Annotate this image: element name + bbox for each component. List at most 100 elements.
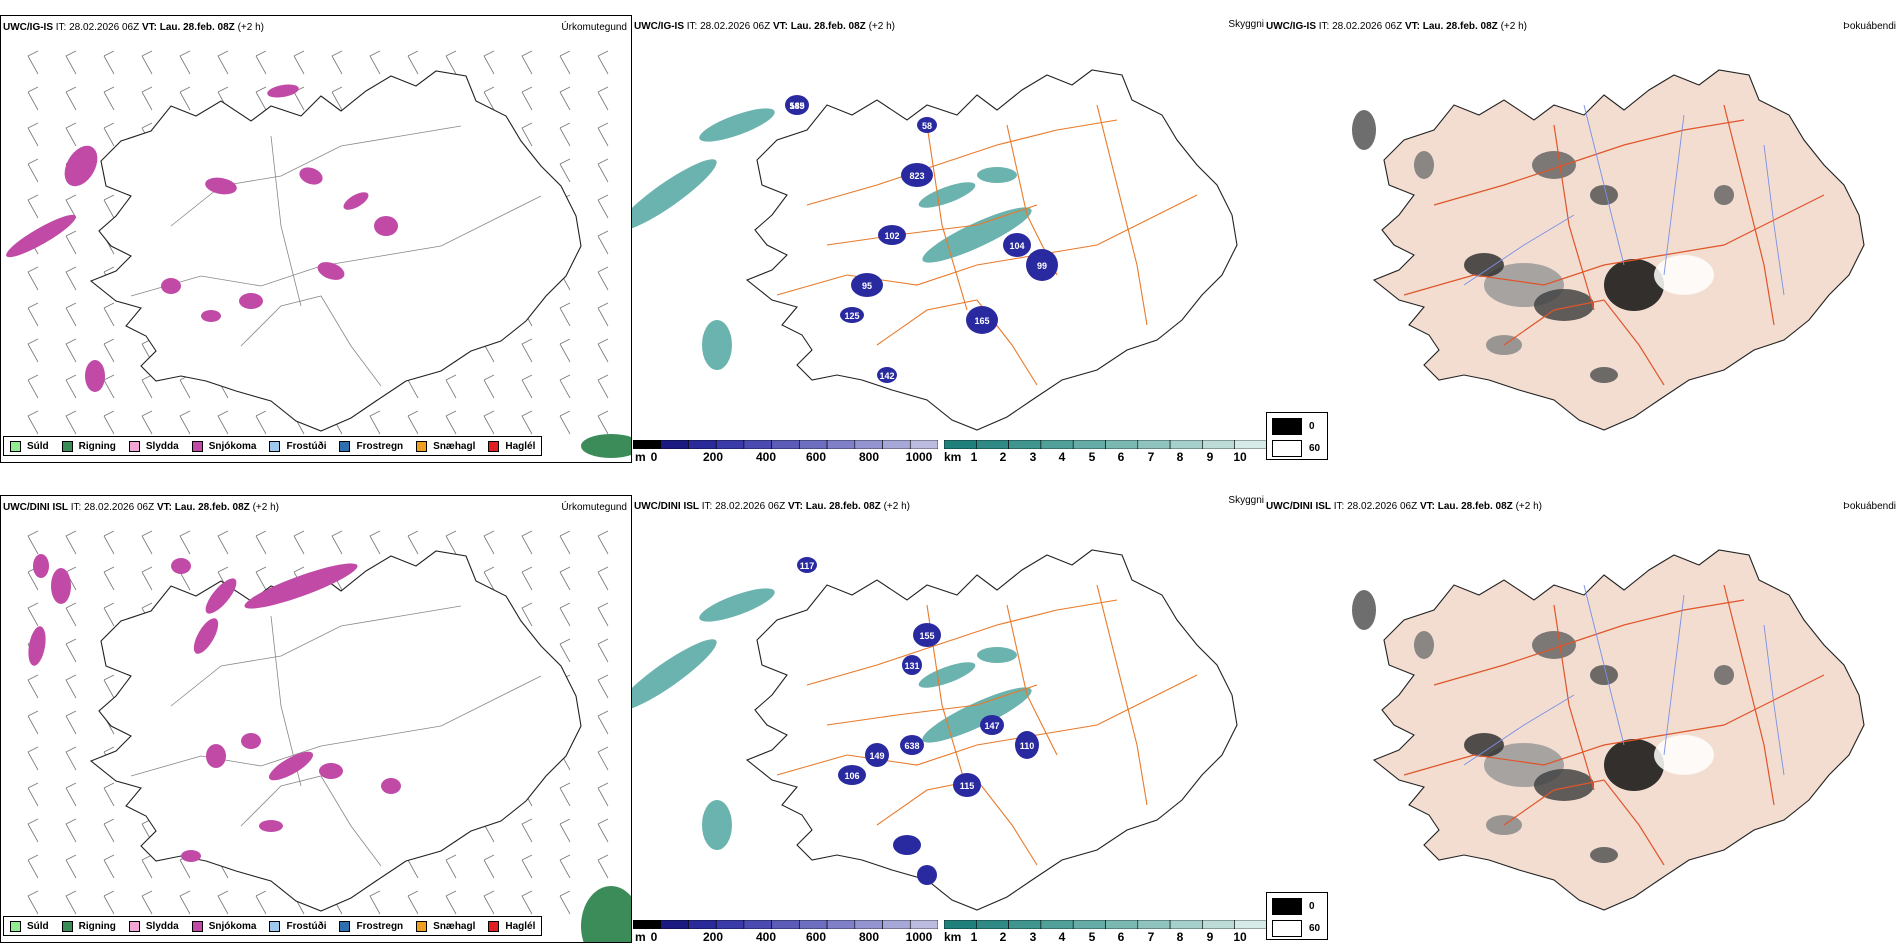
wind-barb <box>597 818 609 843</box>
fog-indicator-map-bottom: UWC/DINI ISL IT: 28.02.2026 06Z VT: Lau.… <box>1264 495 1900 943</box>
ceiling-colorbar: m 0 200 400 600 800 1000 <box>632 916 939 946</box>
legend-label: Frostúði <box>286 920 327 932</box>
wind-barb <box>597 782 609 807</box>
road <box>1723 584 1775 806</box>
wind-barb <box>141 566 153 591</box>
colorbar-swatch <box>882 919 911 930</box>
visibility-patch <box>918 182 976 208</box>
fog-patch <box>1532 151 1576 179</box>
colorbar-swatch <box>1040 919 1074 930</box>
visibility-colorbar: km 1 2 3 4 5 6 7 8 9 10 <box>943 916 1268 946</box>
wind-barb <box>179 410 191 435</box>
visibility-tick: 8 <box>1176 930 1184 944</box>
wind-barb <box>445 50 457 75</box>
low-cloud-patch <box>838 765 866 785</box>
low-cloud-patch <box>913 623 941 647</box>
coastline <box>89 550 582 912</box>
wind-barb <box>597 338 609 363</box>
cloud-visibility-map-top: 589 823 58 102 95 125 165 104 99 142 145 UWC/IG-IS… <box>632 15 1264 463</box>
wind-barb <box>27 710 39 735</box>
wind-barb <box>27 890 39 915</box>
wind-barb <box>103 338 115 363</box>
it-value: 28.02.2026 06Z <box>1347 501 1418 512</box>
ceiling-tick: 400 <box>755 930 777 944</box>
road <box>806 119 1118 206</box>
panel-title: Þokuábendi <box>1843 501 1896 512</box>
visibility-tick: 4 <box>1058 930 1066 944</box>
wind-barb <box>597 158 609 183</box>
legend-label: Súld <box>27 440 49 452</box>
ceiling-tick: 0 <box>650 930 658 944</box>
ceiling-label: 102 <box>884 231 899 241</box>
wind-barb <box>559 50 571 75</box>
road-network <box>1403 104 1825 386</box>
wind-barb <box>27 374 39 399</box>
wind-barb <box>445 530 457 555</box>
legend-swatch <box>416 920 428 932</box>
wind-barb <box>483 410 495 435</box>
low-cloud-patch <box>1003 233 1031 257</box>
fog-patch <box>1604 259 1664 311</box>
visibility-patch <box>632 639 717 711</box>
wind-barb <box>521 86 533 111</box>
snow-area <box>64 145 98 187</box>
ceiling-label: 147 <box>984 721 999 731</box>
wind-barb <box>331 530 343 555</box>
road <box>1403 194 1825 296</box>
wind-barb <box>27 266 39 291</box>
legend-label: Súld <box>27 920 49 932</box>
legend-swatch <box>269 920 281 932</box>
road <box>170 605 462 707</box>
ceiling-tick: 0 <box>650 450 658 464</box>
wind-barb <box>65 782 77 807</box>
wind-barb <box>483 890 495 915</box>
it-value: 28.02.2026 06Z <box>1332 21 1403 32</box>
coastline <box>89 70 582 432</box>
wind-barb <box>103 302 115 327</box>
wind-barb <box>65 410 77 435</box>
wind-barb <box>27 338 39 363</box>
colorbar-swatch <box>1137 439 1171 450</box>
colorbar-swatch <box>660 919 689 930</box>
road <box>1723 104 1775 326</box>
colorbar-swatch <box>1105 439 1139 450</box>
wind-barb <box>597 230 609 255</box>
low-cloud-patch <box>980 715 1004 735</box>
wind-barb <box>103 782 115 807</box>
visibility-tick: 7 <box>1147 930 1155 944</box>
snow-area <box>205 177 237 195</box>
ceiling-label: 125 <box>844 311 859 321</box>
precip-type-map-top: UWC/IG-IS IT: 28.02.2026 06Z VT: Lau. 28… <box>0 15 632 463</box>
visibility-unit: km <box>944 930 962 944</box>
wind-barb <box>103 374 115 399</box>
colorbar-swatch <box>1040 439 1074 450</box>
ceiling-label: 104 <box>1009 241 1024 251</box>
wind-barb <box>65 302 77 327</box>
road <box>240 775 382 867</box>
vt-value: Lau. 28.feb. 08Z <box>174 502 250 513</box>
legend-swatch <box>10 440 21 452</box>
road <box>1503 299 1665 386</box>
fog-indicator-map-top: UWC/IG-IS IT: 28.02.2026 06Z VT: Lau. 28… <box>1264 15 1900 463</box>
wind-barb <box>369 410 381 435</box>
vt-label: VT: <box>772 21 788 32</box>
visibility-patch <box>977 647 1017 663</box>
it-label: IT: <box>1333 501 1345 512</box>
iceland-outline: 117 155 131 149 106 638 115 147 110 <box>632 549 1238 911</box>
snow-area <box>268 751 314 781</box>
ceiling-tick: 400 <box>755 450 777 464</box>
wind-barb <box>407 50 419 75</box>
fog-swatch-high <box>1272 920 1302 937</box>
ceiling-label: 58 <box>922 121 932 131</box>
wind-barb <box>255 86 267 111</box>
vt-label: VT: <box>787 501 803 512</box>
vt-label: VT: <box>156 502 172 513</box>
wind-barb <box>559 638 571 663</box>
river <box>1583 104 1625 266</box>
wind-barb <box>103 86 115 111</box>
fog-patch <box>1352 590 1376 630</box>
low-cloud-patch <box>902 655 922 675</box>
river <box>1663 594 1685 756</box>
visibility-tick: 6 <box>1117 930 1125 944</box>
ceiling-tick: 600 <box>805 450 827 464</box>
